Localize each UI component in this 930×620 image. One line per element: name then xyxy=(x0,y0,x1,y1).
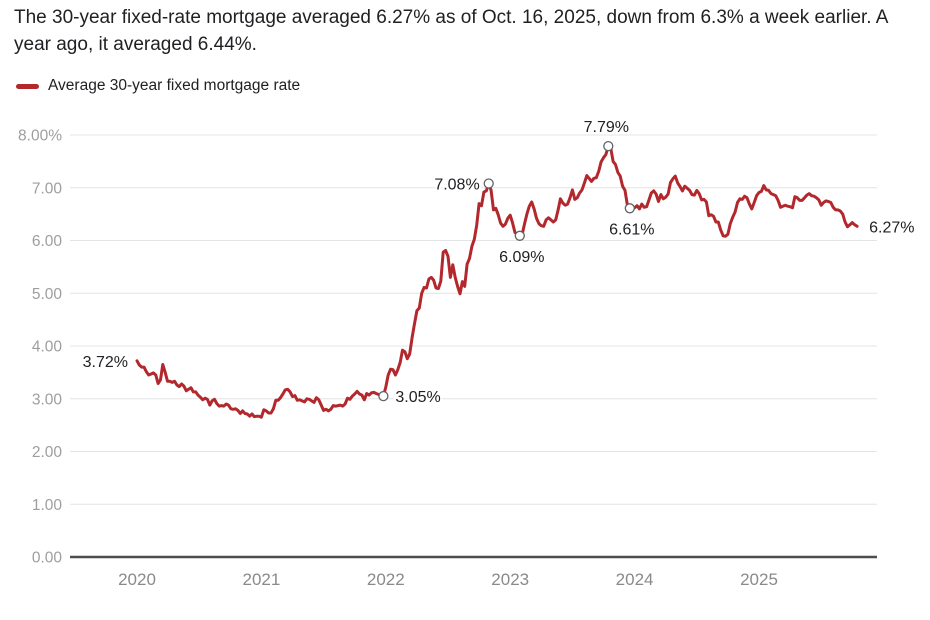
annotation-label: 7.08% xyxy=(434,177,479,194)
legend-line-swatch-icon xyxy=(16,83,39,89)
annotation-label: 6.61% xyxy=(609,221,654,238)
annotation-marker-icon xyxy=(483,178,494,189)
y-tick-label: 1.00 xyxy=(32,497,63,514)
legend-label: Average 30-year fixed mortgage rate xyxy=(48,77,301,94)
chart-headline: The 30-year fixed-rate mortgage averaged… xyxy=(14,7,888,55)
y-tick-label: 4.00 xyxy=(32,339,63,356)
y-tick-label: 2.00 xyxy=(32,444,63,461)
annotation-label: 7.79% xyxy=(584,119,629,136)
annotation-marker-icon xyxy=(603,140,614,152)
annotation-label: 3.72% xyxy=(83,354,128,371)
annotation-marker-icon xyxy=(378,390,389,402)
mortgage-rate-line-chart: 8.00% 7.00 6.00 5.00 4.00 3.00 2.00 1.00 0.00 202… xyxy=(18,117,916,589)
x-tick-label: 2021 xyxy=(242,570,280,589)
x-tick-label: 2020 xyxy=(118,570,156,589)
x-tick-label: 2022 xyxy=(367,570,405,589)
y-tick-label: 7.00 xyxy=(32,180,63,197)
y-tick-label: 5.00 xyxy=(32,286,63,303)
x-tick-label: 2023 xyxy=(491,570,529,589)
annotation-label: 6.27% xyxy=(869,219,914,236)
annotation-label: 3.05% xyxy=(395,389,440,406)
annotation-marker-icon xyxy=(514,230,525,241)
annotation-marker-icon xyxy=(624,203,635,214)
y-tick-label: 8.00% xyxy=(18,128,62,145)
y-tick-label: 6.00 xyxy=(32,233,63,250)
x-tick-label: 2025 xyxy=(740,570,778,589)
y-tick-label: 0.00 xyxy=(32,550,63,567)
rate-line xyxy=(135,144,859,419)
annotation-label: 6.09% xyxy=(499,249,544,266)
legend: Average 30-year fixed mortgage rate xyxy=(16,77,300,95)
y-tick-label: 3.00 xyxy=(32,391,63,408)
x-tick-label: 2024 xyxy=(616,570,654,589)
